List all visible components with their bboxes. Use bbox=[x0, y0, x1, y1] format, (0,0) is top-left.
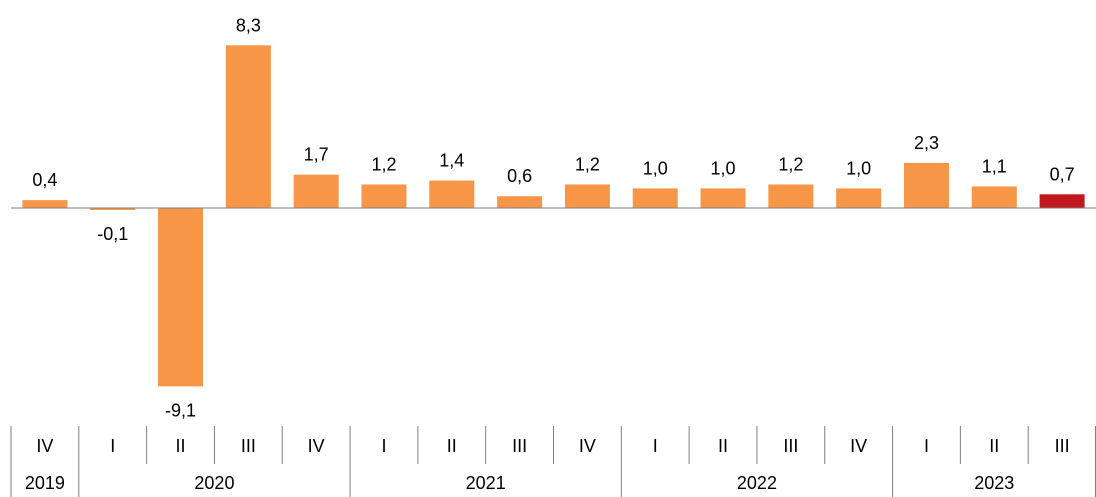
quarter-label-4: IV bbox=[308, 436, 325, 456]
quarter-label-10: II bbox=[718, 436, 728, 456]
bar-3 bbox=[225, 45, 271, 208]
data-label-11: 1,2 bbox=[778, 154, 803, 174]
bar-14 bbox=[971, 186, 1017, 208]
data-label-2: -9,1 bbox=[165, 400, 196, 420]
bar-7 bbox=[497, 196, 543, 208]
year-label-2021: 2021 bbox=[466, 473, 506, 493]
quarter-label-2: II bbox=[176, 436, 186, 456]
bar-12 bbox=[836, 188, 882, 208]
quarter-label-12: IV bbox=[850, 436, 867, 456]
year-label-2022: 2022 bbox=[737, 473, 777, 493]
quarter-label-6: II bbox=[447, 436, 457, 456]
quarter-label-8: IV bbox=[579, 436, 596, 456]
data-label-15: 0,7 bbox=[1050, 164, 1075, 184]
year-label-2023: 2023 bbox=[974, 473, 1014, 493]
bar-0 bbox=[22, 200, 68, 208]
quarter-label-5: I bbox=[381, 436, 386, 456]
data-label-14: 1,1 bbox=[982, 156, 1007, 176]
bar-9 bbox=[632, 188, 678, 208]
quarter-label-1: I bbox=[110, 436, 115, 456]
bar-11 bbox=[768, 184, 814, 208]
quarter-label-7: III bbox=[512, 436, 527, 456]
bar-15 bbox=[1039, 194, 1085, 208]
data-label-10: 1,0 bbox=[711, 158, 736, 178]
data-label-7: 0,6 bbox=[507, 166, 532, 186]
data-label-9: 1,0 bbox=[643, 158, 668, 178]
year-label-2019: 2019 bbox=[25, 473, 65, 493]
data-label-4: 1,7 bbox=[304, 145, 329, 165]
data-label-1: -0,1 bbox=[97, 224, 128, 244]
quarter-label-3: III bbox=[241, 436, 256, 456]
data-label-12: 1,0 bbox=[846, 158, 871, 178]
bar-5 bbox=[361, 184, 407, 208]
data-label-6: 1,4 bbox=[439, 151, 464, 171]
data-label-3: 8,3 bbox=[236, 15, 261, 35]
bar-10 bbox=[700, 188, 746, 208]
quarter-label-14: II bbox=[989, 436, 999, 456]
quarter-label-0: IV bbox=[36, 436, 53, 456]
quarter-label-15: III bbox=[1055, 436, 1070, 456]
bar-13 bbox=[903, 162, 949, 208]
bar-4 bbox=[293, 174, 339, 208]
data-label-5: 1,2 bbox=[371, 154, 396, 174]
year-label-2020: 2020 bbox=[194, 473, 234, 493]
bar-2 bbox=[158, 208, 204, 387]
quarter-label-11: III bbox=[783, 436, 798, 456]
quarter-label-9: I bbox=[653, 436, 658, 456]
bar-6 bbox=[429, 180, 475, 208]
data-label-13: 2,3 bbox=[914, 133, 939, 153]
bar-8 bbox=[564, 184, 610, 208]
data-label-8: 1,2 bbox=[575, 154, 600, 174]
quarter-label-13: I bbox=[924, 436, 929, 456]
data-label-0: 0,4 bbox=[32, 170, 57, 190]
bar-1 bbox=[90, 208, 136, 210]
